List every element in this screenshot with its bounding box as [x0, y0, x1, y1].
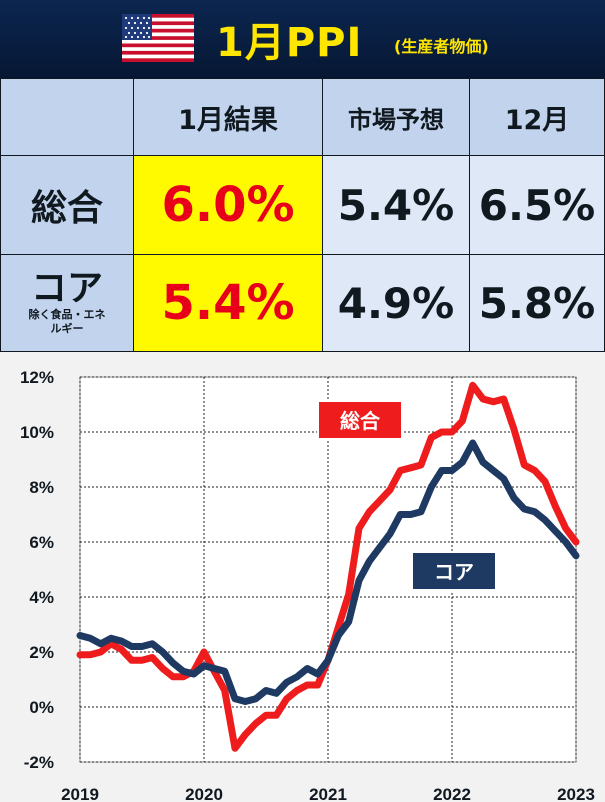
y-tick-label: -2% — [24, 753, 54, 772]
core-series-line — [76, 439, 580, 705]
us-flag-icon — [122, 14, 194, 62]
headline-result-value: 6.0% — [133, 155, 323, 255]
core-december-value: 5.8% — [469, 254, 605, 352]
core-result-value: 5.4% — [133, 254, 323, 352]
x-tick-label: 2020 — [185, 785, 223, 802]
y-tick-label: 6% — [29, 533, 54, 552]
column-header-result: 1月結果 — [133, 78, 323, 156]
x-tick-label: 2022 — [433, 785, 471, 802]
results-table: 1月結果 市場予想 12月 総合 6.0% 5.4% 6.5% コア 除く食品・… — [0, 78, 605, 352]
y-tick-label: 4% — [29, 588, 54, 607]
y-tick-label: 10% — [20, 423, 54, 442]
x-tick-label: 2021 — [309, 785, 347, 802]
y-tick-label: 12% — [20, 368, 54, 387]
header-banner: 1月PPI (生産者物価) — [0, 0, 605, 78]
row-label-core-note: 除く食品・エネルギー — [28, 308, 106, 335]
page-subtitle: (生産者物価) — [394, 37, 489, 56]
column-header-forecast: 市場予想 — [322, 78, 470, 156]
column-header-december: 12月 — [469, 78, 605, 156]
row-label-core-text: コア — [30, 268, 103, 309]
headline-forecast-value: 5.4% — [322, 155, 470, 255]
table-corner-cell — [0, 78, 134, 156]
y-tick-label: 0% — [29, 698, 54, 717]
row-label-headline: 総合 — [0, 155, 134, 255]
page-title: 1月PPI — [216, 20, 363, 66]
headline-series-label: 総合 — [340, 409, 381, 433]
ppi-line-chart: 12% 10% 8% 6% 4% 2% 0% -2% 2019 2020 2021 2022 2023 総… — [0, 352, 605, 802]
headline-series-label-box — [317, 400, 403, 440]
x-tick-label: 2019 — [61, 785, 99, 802]
headline-december-value: 6.5% — [469, 155, 605, 255]
row-label-core: コア 除く食品・エネルギー — [0, 254, 134, 352]
y-tick-label: 8% — [29, 478, 54, 497]
core-series-label-box — [411, 551, 497, 591]
chart-canvas: 12% 10% 8% 6% 4% 2% 0% -2% 2019 2020 2021 2022 2023 総… — [20, 368, 595, 802]
core-series-label: コア — [434, 560, 474, 584]
y-tick-label: 2% — [29, 643, 54, 662]
core-forecast-value: 4.9% — [322, 254, 470, 352]
x-tick-label: 2023 — [557, 785, 595, 802]
